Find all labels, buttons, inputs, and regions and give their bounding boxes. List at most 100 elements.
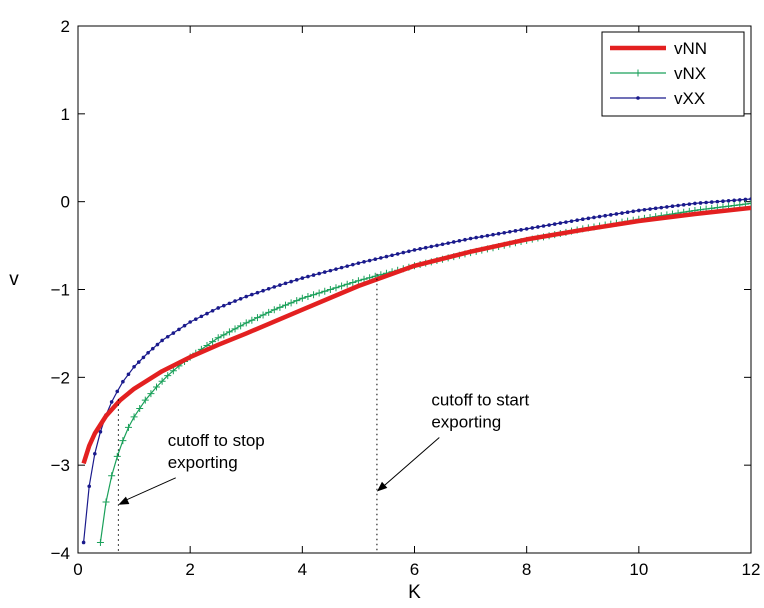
- vXX-marker: [250, 292, 254, 297]
- vXX-marker: [322, 270, 327, 274]
- vXX-marker: [345, 264, 350, 268]
- vXX-marker: [227, 301, 232, 306]
- vNX-marker: [326, 286, 334, 293]
- legend-entry-vNX: vNX: [610, 64, 706, 83]
- vNX-marker: [265, 308, 273, 316]
- vNX-marker: [214, 334, 222, 342]
- cutoff-start-arrow-line: [380, 437, 440, 489]
- vXX-marker: [367, 258, 372, 263]
- vNX-marker: [293, 297, 301, 305]
- vNX-marker: [287, 299, 295, 307]
- y-tick-label: 2: [61, 17, 70, 36]
- vNX-marker: [225, 328, 233, 336]
- vXX-marker: [395, 252, 400, 256]
- vXX-marker: [625, 210, 630, 215]
- vXX-marker: [244, 294, 249, 299]
- vXX-marker: [659, 205, 664, 210]
- vXX-marker: [255, 290, 260, 295]
- x-tick-label: 2: [185, 560, 194, 579]
- vXX-marker: [709, 200, 714, 204]
- cutoff-start-label: cutoff to start: [431, 390, 529, 409]
- vXX-marker: [182, 323, 187, 328]
- series-group: [81, 197, 751, 546]
- vNX-marker: [124, 423, 132, 431]
- cutoff-stop-arrow-head: [118, 496, 130, 505]
- vXX-marker: [435, 243, 439, 248]
- vNX-marker: [253, 314, 261, 322]
- vXX-marker: [491, 232, 495, 237]
- vXX-marker: [608, 213, 613, 217]
- vNX-marker: [747, 199, 751, 207]
- x-tick-label: 0: [73, 560, 82, 579]
- cutoff-start-label: exporting: [431, 412, 501, 431]
- vXX-marker: [676, 203, 680, 208]
- vXX-marker: [547, 223, 551, 227]
- y-tick-label: −1: [51, 281, 70, 300]
- vNX-marker: [153, 383, 161, 391]
- vXX-marker: [480, 234, 484, 239]
- vXX-marker: [317, 271, 321, 276]
- vXX-marker: [132, 364, 136, 369]
- legend-label-vNN: vNN: [674, 39, 707, 58]
- vNX-marker: [321, 287, 329, 295]
- vXX-marker: [98, 429, 103, 434]
- series-vXX: [81, 197, 751, 545]
- vXX-marker: [373, 257, 378, 261]
- legend-entry-vNN: vNN: [610, 39, 707, 58]
- legend: vNN vNX vXX: [601, 31, 745, 117]
- vNX-marker: [332, 284, 340, 292]
- vXX-marker: [401, 250, 406, 255]
- vNX-marker: [96, 538, 104, 546]
- vXX-marker: [146, 350, 150, 355]
- vXX-marker: [732, 198, 736, 203]
- vXX-marker: [508, 229, 512, 234]
- vXX-marker: [278, 283, 282, 287]
- vXX-marker: [306, 274, 310, 279]
- vNX-marker: [282, 301, 290, 309]
- vXX-marker: [687, 202, 692, 206]
- legend-box: [601, 31, 745, 117]
- x-tick-label: 12: [742, 560, 761, 579]
- series-line-vXX: [83, 198, 751, 543]
- x-tick-label: 10: [629, 560, 648, 579]
- vXX-marker: [283, 281, 288, 286]
- vXX-marker: [423, 245, 428, 250]
- series-vNX: [96, 199, 751, 546]
- vNX-marker: [360, 275, 368, 283]
- vXX-marker: [631, 209, 636, 214]
- vXX-marker: [564, 220, 568, 224]
- vNX-marker: [130, 413, 138, 421]
- vXX-marker: [597, 214, 602, 219]
- vNX-marker: [349, 278, 357, 286]
- vXX-marker: [586, 216, 591, 221]
- x-tick-label: 4: [298, 560, 307, 579]
- vXX-marker: [519, 228, 523, 232]
- vXX-marker: [485, 233, 490, 238]
- vXX-marker: [536, 225, 540, 229]
- series-vNN: [81, 205, 751, 465]
- legend-marker-vNX: [634, 69, 642, 77]
- vXX-marker: [580, 217, 585, 222]
- annotations: cutoff to stop exporting cutoff to start ex…: [117, 273, 530, 553]
- vXX-marker: [379, 256, 383, 260]
- vXX-marker: [451, 240, 456, 244]
- vXX-marker: [199, 314, 204, 319]
- vXX-marker: [541, 224, 546, 228]
- vXX-marker: [339, 265, 344, 270]
- vXX-marker: [216, 306, 221, 310]
- vNX-marker: [259, 311, 267, 319]
- vXX-marker: [715, 199, 720, 204]
- vXX-marker: [160, 338, 164, 343]
- vXX-marker: [136, 360, 141, 364]
- vXX-marker: [440, 242, 445, 247]
- vNX-marker: [231, 325, 239, 333]
- x-tick-label: 8: [522, 560, 531, 579]
- vXX-marker: [653, 206, 658, 211]
- vNX-marker: [242, 319, 250, 327]
- vXX-marker: [496, 231, 501, 236]
- vNX-marker: [147, 390, 155, 398]
- vXX-marker: [210, 308, 215, 313]
- vNX-marker: [304, 293, 312, 301]
- vNX-marker: [310, 291, 318, 299]
- vXX-marker: [93, 451, 97, 456]
